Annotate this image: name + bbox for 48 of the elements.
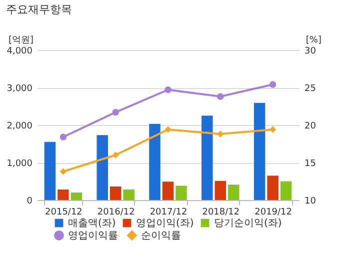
x-tick-label: 2018/12: [202, 208, 240, 218]
y2-tick-label: 10: [304, 196, 316, 206]
x-tick-label: 2017/12: [150, 208, 188, 218]
point: [269, 126, 276, 133]
y-axis-title: [억원]: [8, 36, 34, 46]
point: [217, 93, 224, 100]
y-tick-label: 0: [26, 196, 33, 206]
y-tick-label: 2,000: [6, 122, 33, 132]
bar: [267, 176, 278, 200]
y-tick-label: 3,000: [6, 84, 33, 94]
chart-title: 주요재무항목: [6, 3, 72, 16]
bar: [123, 190, 134, 200]
bar: [110, 186, 122, 200]
bar: [228, 184, 240, 200]
bar: [58, 190, 69, 200]
y2-axis-title: [%]: [306, 36, 322, 46]
y2-tick-label: 20: [304, 122, 316, 132]
point: [217, 130, 224, 138]
bar: [280, 181, 292, 200]
y2-tick-label: 15: [304, 159, 316, 169]
legend-label: 영업이익률: [68, 230, 118, 242]
y2-tick-label: 30: [304, 46, 316, 56]
legend-label: 순이익률: [141, 230, 181, 242]
legend-label: 매출액(좌): [68, 218, 116, 229]
bar: [162, 182, 174, 200]
point: [269, 81, 276, 88]
bar: [202, 116, 213, 200]
point: [60, 134, 67, 140]
point: [112, 152, 119, 158]
y2-tick-label: 25: [304, 84, 316, 94]
y-tick-label: 4,000: [6, 46, 33, 56]
legend-label: 당기순이익(좌): [214, 218, 282, 229]
bar: [44, 142, 56, 200]
bar: [214, 180, 226, 200]
bar: [176, 186, 187, 200]
bar: [254, 102, 266, 200]
point: [60, 168, 67, 175]
x-tick-label: 2019/12: [254, 208, 292, 218]
bar: [70, 192, 82, 200]
x-tick-label: 2016/12: [97, 208, 135, 218]
point: [112, 108, 119, 116]
point: [164, 126, 172, 133]
bar: [149, 124, 160, 200]
y-tick-label: 1,000: [6, 159, 33, 169]
legend-label: 영업이익(좌): [136, 218, 194, 229]
point: [164, 86, 172, 94]
x-tick-label: 2015/12: [45, 208, 82, 218]
bar: [96, 135, 108, 200]
